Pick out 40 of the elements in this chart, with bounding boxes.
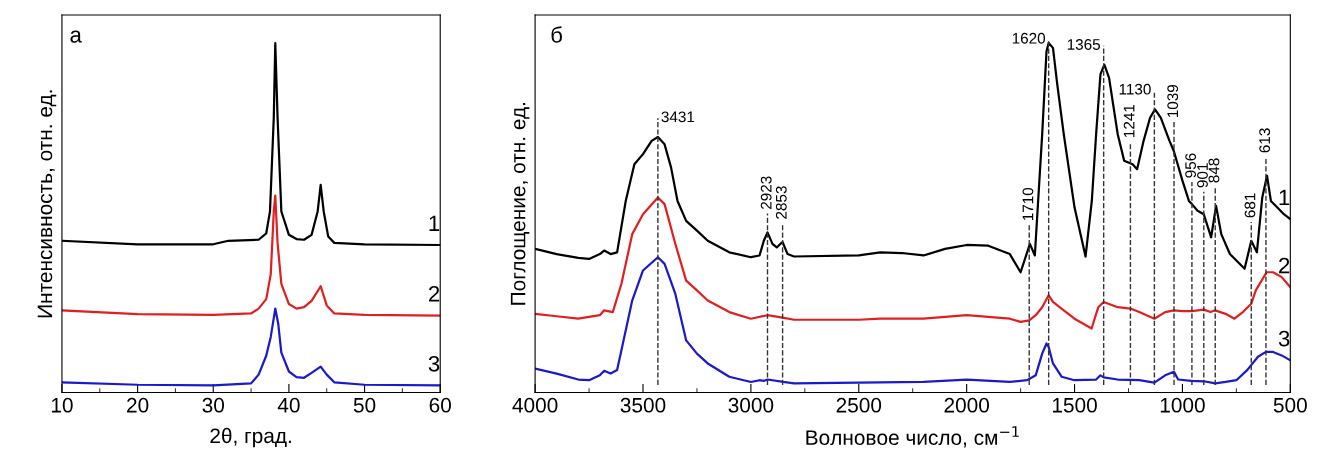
x-tick-label: 1500 [1052, 397, 1097, 413]
ref-line-label: 1241 [1123, 104, 1135, 137]
series-label: 3 [1278, 330, 1290, 347]
ref-line-label: 1710 [1022, 187, 1034, 221]
x-tick-label: 4000 [512, 397, 558, 413]
ref-line-label: 848 [1208, 158, 1220, 183]
x-tick-label: 60 [429, 397, 451, 413]
ref-line-label: 1620 [1012, 32, 1046, 44]
ref-line-label: 681 [1244, 193, 1256, 218]
x-tick-label: 3500 [620, 397, 666, 413]
ref-line-label: 3431 [661, 111, 695, 123]
series-label: 1 [1279, 189, 1290, 206]
x-tick-label: 3000 [728, 397, 774, 413]
x-tick-label: 30 [202, 397, 225, 413]
series-label: 2 [428, 286, 440, 302]
ref-line-label: 956 [1185, 153, 1197, 178]
x-axis-title: 2θ, град. [210, 427, 291, 448]
x-tick-label: 10 [51, 397, 73, 413]
series-label: 3 [428, 355, 440, 372]
x-tick-label: 2000 [944, 397, 990, 413]
ref-line-label: 1039 [1167, 84, 1179, 118]
ref-line-label: 901 [1197, 163, 1208, 188]
x-tick-label: 500 [1273, 397, 1307, 413]
y-axis-title: Интенсивность, отн. ед. [37, 90, 57, 318]
x-tick-label: 1000 [1160, 397, 1205, 413]
chart-title: б [551, 26, 563, 43]
ref-line-label: 2853 [775, 186, 787, 219]
ref-line-label: 1365 [1067, 39, 1101, 50]
x-tick-label: 50 [353, 397, 376, 413]
series-label: 2 [1279, 257, 1290, 274]
x-axis-title: Волновое число, см$^{−1}$ [806, 426, 1019, 448]
x-tick-label: 2500 [836, 397, 882, 413]
ref-line-label: 2923 [760, 176, 772, 209]
chart-title: а [70, 30, 82, 43]
y-axis-title: Поглощение, отн. ед. [510, 103, 530, 305]
x-tick-label: 20 [127, 397, 149, 413]
x-tick-label: 40 [277, 397, 300, 413]
ref-line-label: 1130 [1119, 83, 1151, 95]
ref-line-label: 613 [1259, 128, 1271, 153]
series-label: 1 [429, 215, 440, 231]
